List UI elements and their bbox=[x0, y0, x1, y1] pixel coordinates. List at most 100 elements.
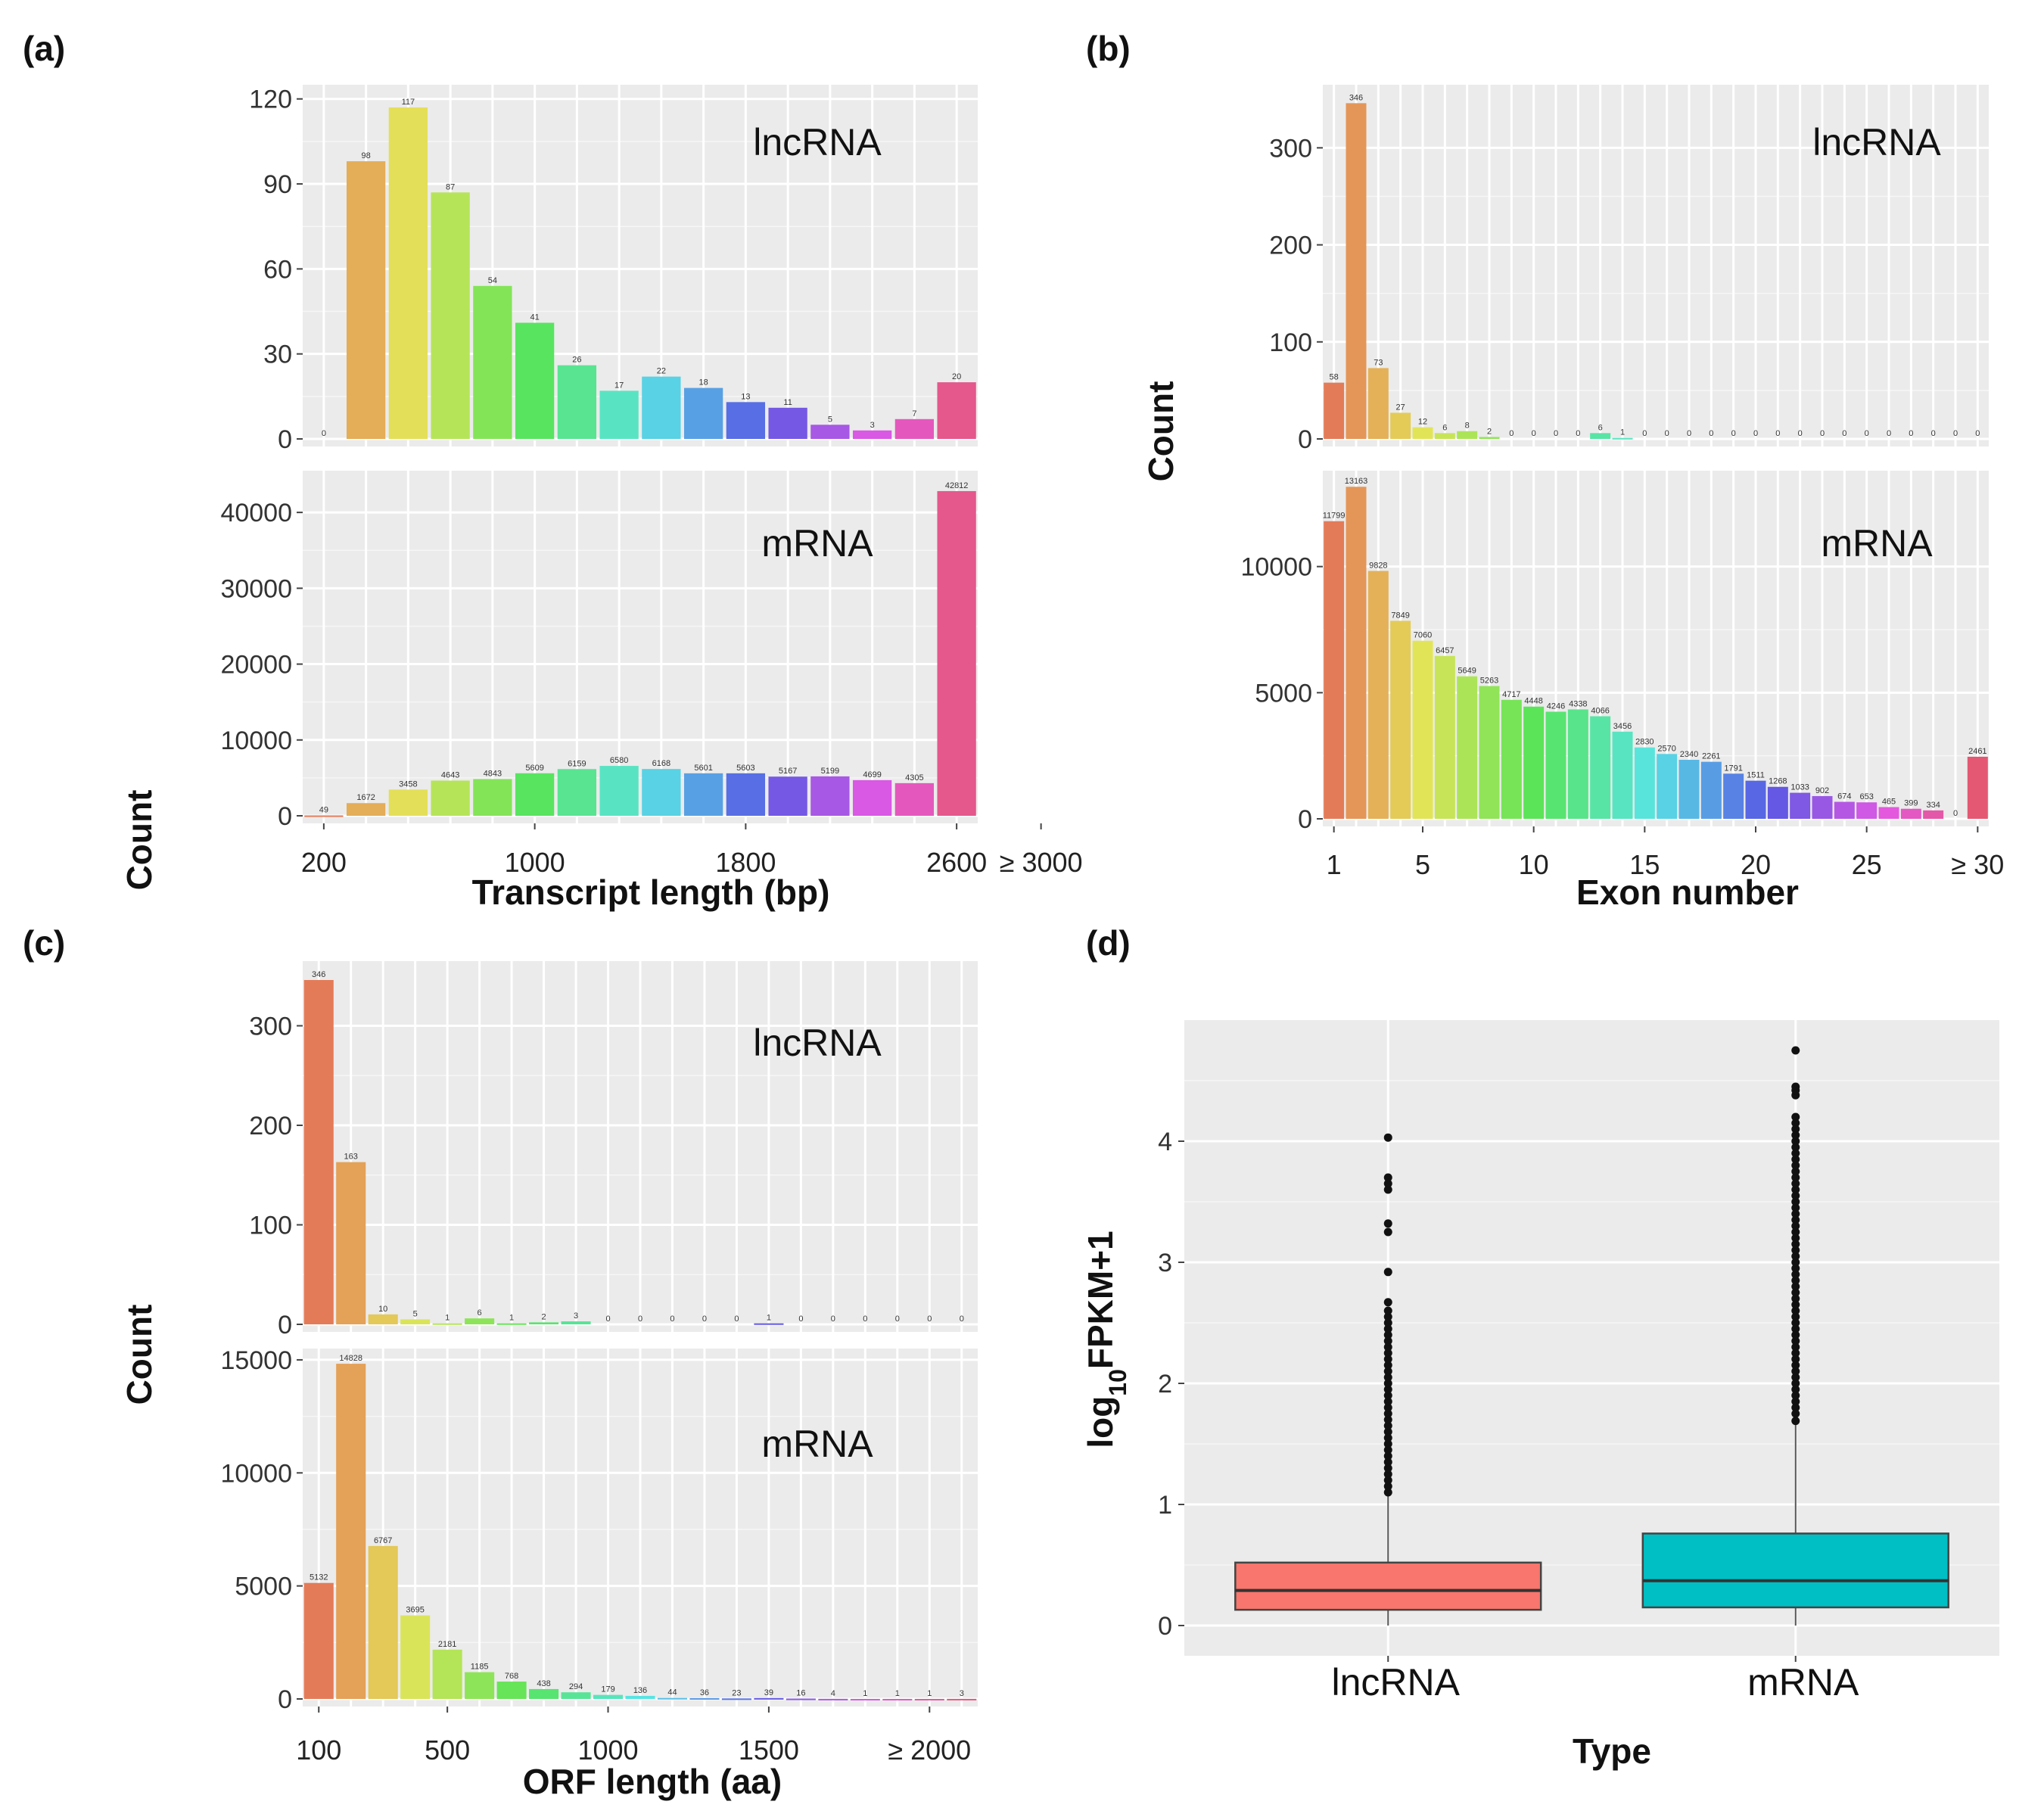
outlier-point bbox=[1791, 1294, 1800, 1303]
y-tick-label: 200 bbox=[1269, 232, 1312, 260]
y-tick-label: 10000 bbox=[220, 1459, 292, 1488]
outlier-point bbox=[1791, 1246, 1800, 1255]
data-label: 22 bbox=[657, 367, 666, 376]
outlier-point bbox=[1383, 1458, 1392, 1467]
data-label: 0 bbox=[734, 1315, 739, 1324]
bar-mrna-19 bbox=[882, 1698, 913, 1700]
y-tick-label: 300 bbox=[1269, 134, 1312, 163]
data-label: 163 bbox=[344, 1153, 358, 1162]
facet-mrna-a: 0 10000 20000 30000 40000 49 1672 3458 4643 4843 5… bbox=[220, 471, 978, 831]
x-tick-label: 1000 bbox=[505, 847, 565, 878]
bar-lncrna-4 bbox=[431, 192, 470, 439]
data-label: 0 bbox=[960, 1315, 964, 1324]
data-label: 6159 bbox=[568, 759, 586, 768]
outlier-point bbox=[1791, 1167, 1800, 1176]
data-label: 0 bbox=[638, 1315, 642, 1324]
outlier-point bbox=[1791, 1312, 1800, 1321]
bar-lncrna-2 bbox=[1346, 103, 1367, 440]
data-label: 58 bbox=[1330, 373, 1339, 382]
bar-mrna-7 bbox=[496, 1682, 527, 1699]
data-label: 117 bbox=[402, 98, 415, 107]
bar-mrna-26 bbox=[1878, 807, 1899, 819]
data-label: 438 bbox=[537, 1679, 550, 1688]
data-label: 4448 bbox=[1524, 697, 1542, 706]
data-label: 13163 bbox=[1345, 477, 1368, 486]
data-label: 4643 bbox=[441, 770, 459, 779]
outlier-point bbox=[1791, 1306, 1800, 1315]
bar-mrna-16 bbox=[937, 490, 976, 816]
outlier-point bbox=[1383, 1361, 1392, 1370]
x-tick-label: 1500 bbox=[739, 1735, 799, 1766]
bar-mrna-12 bbox=[768, 776, 807, 816]
data-label: 1 bbox=[863, 1689, 867, 1698]
bar-lncrna-5 bbox=[473, 285, 512, 439]
outlier-point bbox=[1383, 1470, 1392, 1479]
bar-mrna-1 bbox=[303, 1582, 334, 1699]
data-label: 5167 bbox=[779, 767, 797, 776]
outlier-point bbox=[1791, 1409, 1800, 1418]
data-label: 0 bbox=[831, 1315, 835, 1324]
outlier-point bbox=[1383, 1330, 1392, 1339]
data-label: 0 bbox=[1709, 429, 1713, 438]
bar-mrna-11 bbox=[625, 1695, 655, 1699]
x-tick-label: 1000 bbox=[577, 1735, 638, 1766]
data-label: 87 bbox=[446, 182, 455, 191]
data-label: 7060 bbox=[1414, 631, 1432, 640]
data-label: 674 bbox=[1837, 792, 1851, 801]
y-tick-label: 30 bbox=[263, 341, 292, 369]
outlier-point bbox=[1791, 1119, 1800, 1128]
data-label: 49 bbox=[319, 806, 328, 815]
outlier-point bbox=[1383, 1379, 1392, 1388]
x-tick-label: lncRNA bbox=[1332, 1661, 1461, 1703]
data-label: 0 bbox=[798, 1315, 803, 1324]
data-label: 0 bbox=[1842, 429, 1846, 438]
bar-mrna-7 bbox=[1457, 676, 1478, 819]
y-tick-label: 100 bbox=[249, 1211, 292, 1240]
facet-mrna-b: 0 5000 10000 11799 13163 9828 7849 7060 6457 5649… bbox=[1240, 471, 1989, 834]
outlier-point bbox=[1791, 1209, 1800, 1218]
y-tick-label: 10000 bbox=[1240, 553, 1312, 582]
data-label: 12 bbox=[1418, 418, 1427, 427]
data-label: 13 bbox=[741, 392, 750, 401]
bar-lncrna-9 bbox=[642, 376, 681, 439]
bar-lncrna-4 bbox=[400, 1319, 431, 1324]
data-label: 2181 bbox=[438, 1640, 456, 1649]
bar-mrna-24 bbox=[1834, 801, 1855, 819]
outlier-point bbox=[1791, 1270, 1800, 1279]
data-label: 0 bbox=[1887, 429, 1891, 438]
outlier-point bbox=[1791, 1221, 1800, 1231]
y-axis-title: log10FPKM+1 bbox=[1081, 1231, 1131, 1448]
data-label: 2570 bbox=[1657, 744, 1675, 753]
bar-lncrna-8 bbox=[599, 390, 639, 439]
bar-lncrna-14 bbox=[852, 430, 892, 439]
bar-mrna-14 bbox=[1612, 731, 1633, 819]
y-tick-label: 200 bbox=[249, 1112, 292, 1140]
bar-lncrna-7 bbox=[557, 365, 597, 439]
bar-mrna-22 bbox=[1790, 792, 1811, 819]
data-label: 23 bbox=[732, 1688, 741, 1697]
x-axis-title: Exon number bbox=[1576, 873, 1799, 912]
data-label: 1 bbox=[445, 1314, 450, 1323]
data-label: 27 bbox=[1396, 403, 1405, 412]
outlier-point bbox=[1383, 1409, 1392, 1418]
bar-mrna-20 bbox=[1745, 780, 1766, 819]
x-tick-label: 500 bbox=[425, 1735, 470, 1766]
bar-mrna-21 bbox=[1767, 786, 1788, 819]
outlier-point bbox=[1791, 1336, 1800, 1346]
bar-mrna-17 bbox=[1678, 760, 1700, 819]
bar-mrna-8 bbox=[599, 766, 639, 816]
y-tick-label: 100 bbox=[1269, 328, 1312, 357]
x-axis-title: ORF length (aa) bbox=[523, 1762, 782, 1801]
outlier-point bbox=[1791, 1361, 1800, 1370]
data-label: 3 bbox=[960, 1689, 964, 1698]
data-label: 44 bbox=[667, 1688, 677, 1697]
data-label: 0 bbox=[1865, 429, 1869, 438]
panel-a-transcript-length-histogram: 0 30 60 90 120 0 98 117 87 54 41 26 17 22 18 13 11 5 3 7 20 l… bbox=[120, 85, 1083, 912]
bar-mrna-3 bbox=[388, 789, 428, 816]
outlier-point bbox=[1383, 1373, 1392, 1382]
bar-mrna-5 bbox=[432, 1649, 462, 1699]
data-label: 26 bbox=[572, 356, 581, 365]
